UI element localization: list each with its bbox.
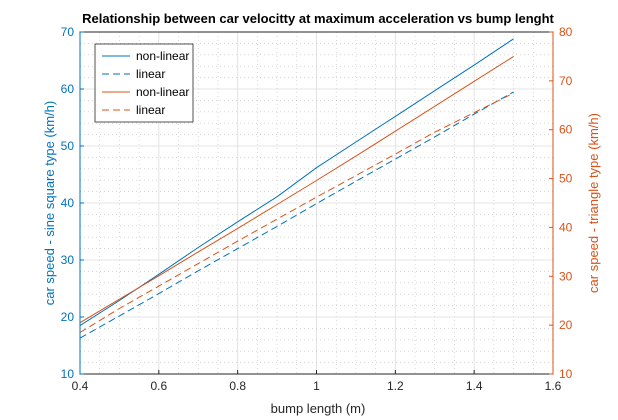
x-tick-label: 1.4 <box>466 379 483 393</box>
x-tick-label: 1 <box>313 379 320 393</box>
y-left-tick-label: 10 <box>61 367 75 381</box>
y-left-tick-label: 20 <box>61 310 75 324</box>
x-axis-label: bump length (m) <box>271 401 366 416</box>
series-group <box>79 38 514 339</box>
legend-label: linear <box>136 103 165 117</box>
series-line-1 <box>79 38 514 327</box>
y-right-tick-label: 60 <box>559 123 573 137</box>
y-right-tick-label: 80 <box>559 25 573 39</box>
y-right-tick-label: 50 <box>559 172 573 186</box>
legend-label: linear <box>136 67 165 81</box>
x-tick-label: 1.6 <box>545 379 562 393</box>
y-axis-left-label: car speed - sine square type (km/h) <box>42 101 57 305</box>
legend-box <box>94 43 194 123</box>
axes: 0.4 0.6 0.8 1 1.2 1.4 1.6102030405060701020304… <box>61 25 573 393</box>
y-left-tick-label: 30 <box>61 253 75 267</box>
x-tick-label: 1.2 <box>387 379 404 393</box>
y-left-tick-label: 60 <box>61 82 75 96</box>
legend-label: non-linear <box>136 49 189 63</box>
y-left-tick-label: 70 <box>61 25 75 39</box>
y-right-tick-label: 10 <box>559 367 573 381</box>
legend: non-linear linear non-linear linear <box>94 43 194 123</box>
x-tick-label: 0.4 <box>72 379 89 393</box>
x-tick-label: 0.8 <box>229 379 246 393</box>
chart-title: Relationship between car velocitty at ma… <box>82 11 554 26</box>
y-right-tick-label: 30 <box>559 269 573 283</box>
y-left-tick-label: 50 <box>61 139 75 153</box>
series-line-2 <box>79 91 514 339</box>
series-line-3 <box>79 55 514 324</box>
x-tick-label: 0.6 <box>150 379 167 393</box>
series-line-4 <box>79 92 514 333</box>
legend-label: non-linear <box>136 85 189 99</box>
y-left-tick-label: 40 <box>61 196 75 210</box>
y-right-tick-label: 40 <box>559 220 573 234</box>
y-right-tick-label: 70 <box>559 74 573 88</box>
y-axis-right-label: car speed - triangle type (km/h) <box>586 113 601 293</box>
y-right-tick-label: 20 <box>559 318 573 332</box>
